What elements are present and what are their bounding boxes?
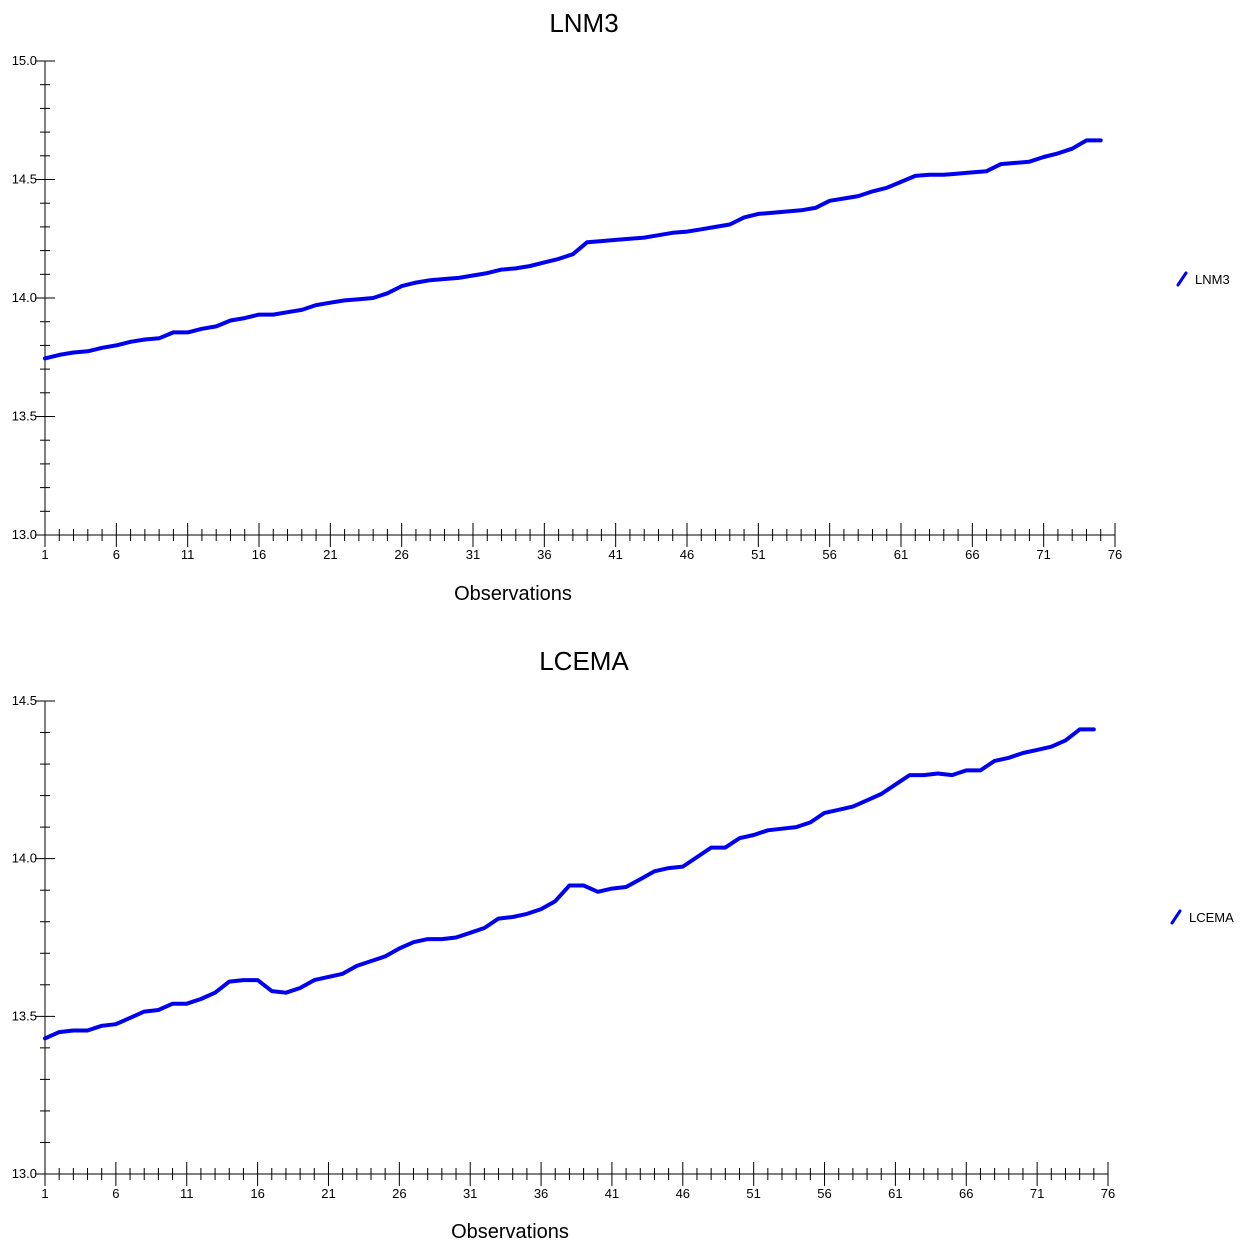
x-tick-label: 11: [180, 1186, 194, 1201]
x-tick-label: 31: [463, 1186, 477, 1201]
x-tick-label: 26: [392, 1186, 406, 1201]
x-tick-label: 56: [822, 547, 836, 562]
legend: LCEMA: [1170, 909, 1234, 925]
x-tick-label: 16: [250, 1186, 264, 1201]
x-tick-label: 1: [41, 1186, 48, 1201]
legend: LNM3: [1176, 271, 1230, 287]
y-tick-label: 14.5: [12, 693, 37, 708]
x-tick-label: 76: [1101, 1186, 1115, 1201]
series-line-lcema: [43, 727, 1096, 1041]
x-tick-label: 61: [894, 547, 908, 562]
x-tick-label: 41: [605, 1186, 619, 1201]
x-tick-label: 41: [608, 547, 622, 562]
x-tick-label: 11: [181, 547, 195, 562]
x-tick-label: 66: [959, 1186, 973, 1201]
x-tick-label: 66: [965, 547, 979, 562]
x-tick-label: 71: [1036, 547, 1050, 562]
x-tick-label: 46: [680, 547, 694, 562]
x-axis-label: Observations: [451, 1221, 569, 1242]
x-tick-label: 46: [676, 1186, 690, 1201]
x-tick-label: 36: [534, 1186, 548, 1201]
x-tick-label: 21: [323, 547, 337, 562]
x-tick-label: 36: [537, 547, 551, 562]
plot-area: 14.514.013.513.01 6 11 16 21 26 31 36 41 46 51 56 61…: [12, 693, 1116, 1201]
chart-title: LCEMA: [539, 646, 629, 676]
x-tick-label: 76: [1108, 547, 1122, 562]
y-tick-label: 13.0: [12, 527, 37, 542]
legend-label: LCEMA: [1189, 910, 1234, 925]
x-axis-label: Observations: [454, 583, 572, 605]
y-tick-label: 14.0: [12, 290, 37, 305]
x-tick-label: 56: [817, 1186, 831, 1201]
x-tick-label: 51: [746, 1186, 760, 1201]
x-tick-label: 1: [41, 547, 48, 562]
x-tick-label: 51: [751, 547, 765, 562]
x-tick-label: 71: [1030, 1186, 1044, 1201]
x-tick-label: 16: [252, 547, 266, 562]
chart-lcema: LCEMA 14.514.013.513.01 6 11 16 21 26 31 36 41 46…: [12, 646, 1234, 1242]
y-tick-label: 14.0: [12, 851, 37, 866]
plot-area: 15.014.514.013.513.01 6 11 16 21 26 31 36 41 46 51…: [12, 53, 1123, 562]
x-tick-label: 6: [113, 547, 120, 562]
legend-swatch: [1170, 909, 1182, 925]
y-tick-label: 13.5: [12, 409, 37, 424]
chart-title: LNM3: [549, 8, 618, 38]
x-tick-label: 31: [466, 547, 480, 562]
y-tick-label: 13.5: [12, 1008, 37, 1023]
legend-swatch: [1176, 271, 1188, 287]
chart-lnm3: LNM3 15.014.514.013.513.01 6 11 16 21 26 31 36 4…: [12, 8, 1230, 605]
y-tick-label: 13.0: [12, 1166, 37, 1181]
x-tick-label: 61: [888, 1186, 902, 1201]
x-tick-label: 26: [394, 547, 408, 562]
x-tick-label: 21: [321, 1186, 335, 1201]
x-tick-label: 6: [112, 1186, 119, 1201]
legend-label: LNM3: [1195, 272, 1230, 287]
y-tick-label: 14.5: [12, 172, 37, 187]
series-line-lnm3: [43, 138, 1103, 361]
y-tick-label: 15.0: [12, 53, 37, 68]
